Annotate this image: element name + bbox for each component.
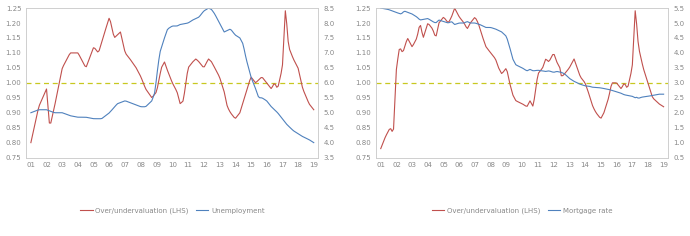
Legend: Over/undervaluation (LHS), Unemployment: Over/undervaluation (LHS), Unemployment [77,205,267,217]
Legend: Over/undervaluation (LHS), Mortgage rate: Over/undervaluation (LHS), Mortgage rate [429,205,615,217]
